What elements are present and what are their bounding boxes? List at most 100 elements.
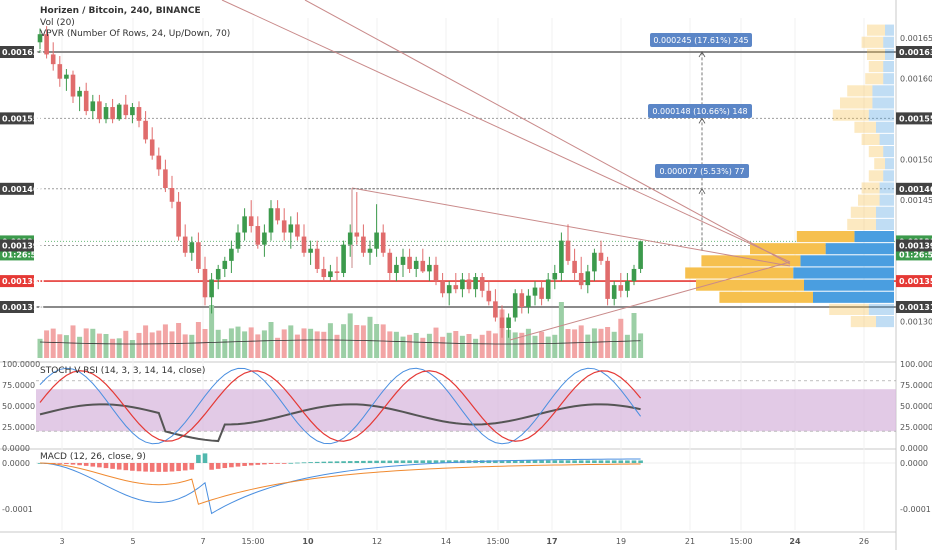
macd-legend[interactable]: MACD (12, 26, close, 9) — [40, 452, 146, 463]
volume-bar — [334, 334, 340, 358]
volume-bar — [261, 330, 267, 358]
measure-arrowhead — [698, 117, 706, 124]
volume-bar — [116, 338, 122, 358]
stoch-tick-label-left: 0.0000 — [2, 444, 30, 453]
candle-body — [559, 240, 564, 273]
candle-body — [189, 242, 195, 253]
candle-body — [341, 244, 346, 273]
macd-histogram-bar — [275, 463, 280, 464]
vpvr-row-down — [868, 109, 894, 121]
macd-histogram-bar — [196, 454, 201, 463]
candle-body — [512, 293, 518, 318]
macd-histogram-bar — [222, 463, 228, 469]
vpvr-row-up — [840, 97, 873, 109]
candle-body — [334, 271, 340, 273]
macd-histogram-bar — [361, 460, 366, 463]
volume-bar — [585, 334, 591, 358]
volume-bar — [341, 324, 347, 358]
volume-bar — [545, 336, 551, 358]
vpvr-row-down — [885, 48, 894, 60]
price-tag — [896, 239, 932, 252]
price-tag-label: 0.001464 — [899, 185, 932, 194]
macd-line — [39, 458, 641, 515]
measure-label: 0.000245 (17.61%) 245 — [653, 36, 748, 45]
volume-bar — [301, 328, 307, 358]
macd-histogram-bar — [321, 461, 327, 463]
candle-body — [572, 260, 577, 273]
volume-bar — [360, 325, 366, 358]
macd-histogram-bar — [400, 460, 406, 463]
volume-bar — [492, 333, 498, 358]
candle-body — [347, 232, 353, 245]
macd-histogram-bar — [407, 460, 412, 463]
time-tick-label: 15:00 — [729, 537, 752, 546]
macd-histogram-bar — [156, 463, 162, 472]
macd-histogram-bar — [288, 462, 294, 464]
volume-bar — [572, 329, 578, 358]
vpvr-row-up — [861, 182, 880, 194]
vpvr-row-up — [858, 194, 880, 206]
vpvr-row-up — [850, 206, 876, 218]
volume-bar — [110, 338, 116, 358]
volume-bar — [169, 331, 175, 358]
candle-body — [301, 236, 307, 253]
candle-body — [110, 107, 115, 120]
volume-bar — [578, 325, 584, 358]
vpvr-row-down — [825, 243, 894, 255]
candle-body — [70, 74, 76, 97]
candle-body — [90, 101, 96, 112]
candle-body — [433, 264, 439, 282]
stoch-tick-label-left: 25.0000 — [2, 423, 35, 432]
time-tick-label: 10 — [302, 537, 314, 546]
candle-body — [413, 260, 419, 269]
volume-bar — [598, 328, 604, 358]
candle-body — [598, 252, 604, 261]
volume-bar — [63, 335, 69, 358]
macd-histogram-bar — [611, 460, 617, 463]
candle-body — [275, 208, 280, 221]
trend-line — [221, 0, 791, 263]
candle-body — [136, 107, 142, 121]
macd-histogram-bar — [182, 463, 188, 471]
candle-body — [116, 104, 122, 120]
vpvr-row-down — [854, 231, 894, 243]
candle-body — [354, 232, 360, 237]
volume-bar — [605, 327, 611, 358]
volume-bar — [327, 323, 333, 358]
price-tag-left — [0, 46, 34, 58]
stoch-tick-label: 75.0000 — [900, 381, 932, 390]
candle-body — [592, 252, 597, 272]
volume-bar — [486, 330, 492, 358]
time-tick-label: 3 — [59, 537, 64, 546]
candle-body — [453, 285, 459, 290]
candlesticks — [37, 26, 643, 338]
vpvr-row-down — [883, 61, 894, 73]
vpvr-label: VPVR (Number Of Rows, 24, Up/Down, 70) — [40, 29, 231, 39]
vpvr-row-up — [868, 61, 884, 73]
macd-histogram-bar — [420, 460, 426, 463]
volume-bar — [255, 334, 261, 358]
vpvr-row-down — [793, 267, 894, 279]
macd-histogram-bar — [314, 461, 320, 463]
volume-bar — [70, 325, 76, 358]
volume-bar — [202, 329, 208, 358]
vpvr-row-up — [850, 316, 876, 328]
vpvr-row-up — [861, 133, 880, 145]
measurement-labels: 0.000245 (17.61%) 245 0.000148 (10.66%) 1… — [648, 33, 752, 251]
measure-arrowhead — [698, 51, 706, 58]
time-tick-label: 24 — [789, 537, 801, 546]
vpvr-row-down — [872, 85, 894, 97]
volume-bar — [347, 313, 353, 358]
symbol-title-legend[interactable]: Horizen / Bitcoin, 240, BINANCE — [40, 6, 201, 17]
vpvr-legend[interactable]: VPVR (Number Of Rows, 24, Up/Down, 70) — [40, 29, 230, 40]
time-tick-label: 21 — [685, 537, 695, 546]
stoch-legend[interactable]: STOCH V RSI (14, 3, 3, 14, 14, close) — [40, 366, 205, 377]
volume-bar — [532, 335, 538, 358]
vol-legend[interactable]: Vol (20) — [40, 18, 75, 29]
macd-histogram-bar — [202, 453, 208, 463]
vpvr-row-down — [800, 255, 894, 267]
candle-body — [328, 271, 333, 278]
